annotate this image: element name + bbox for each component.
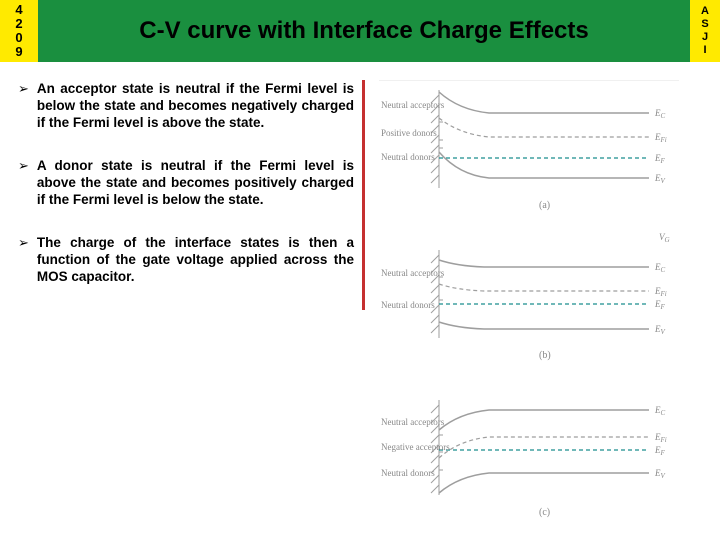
diagrams-column: Neutral acceptors Positive donors Neutra… xyxy=(373,80,706,540)
label-neutral-acceptors: Neutral acceptors xyxy=(381,268,445,278)
label-ec: EC xyxy=(654,108,666,120)
slide-header: 4 2 0 9 C-V curve with Interface Charge … xyxy=(0,0,720,62)
slide-title: C-V curve with Interface Charge Effects xyxy=(38,0,690,62)
band-diagram-c: Neutral acceptors Negative acceptors Neu… xyxy=(379,380,679,530)
label-ev: EV xyxy=(654,324,666,336)
vertical-divider xyxy=(362,80,365,310)
band-diagram-a: Neutral acceptors Positive donors Neutra… xyxy=(379,80,679,230)
label-ev: EV xyxy=(654,173,666,185)
badge-char: 4 xyxy=(15,3,22,17)
label-neutral-acceptors: Neutral acceptors xyxy=(381,100,445,110)
label-neutral-donors: Neutral donors xyxy=(381,468,435,478)
label-neutral-acceptors: Neutral acceptors xyxy=(381,417,445,427)
bullet-text: A donor state is neutral if the Fermi le… xyxy=(37,157,354,208)
badge-char: 2 xyxy=(15,17,22,31)
bullet-icon: ➢ xyxy=(18,234,29,285)
left-badge: 4 2 0 9 xyxy=(0,0,38,62)
label-negative-acceptors: Negative acceptors xyxy=(381,442,450,452)
label-ev: EV xyxy=(654,468,666,480)
bullet-text: An acceptor state is neutral if the Ferm… xyxy=(37,80,354,131)
badge-char: A xyxy=(701,5,709,18)
label-neutral-donors: Neutral donors xyxy=(381,152,435,162)
badge-char: 0 xyxy=(15,31,22,45)
sublabel-a: (a) xyxy=(539,200,550,211)
vg-label: VG xyxy=(659,232,670,244)
bullet-icon: ➢ xyxy=(18,80,29,131)
label-ec: EC xyxy=(654,262,666,274)
badge-char: S xyxy=(701,18,708,31)
sublabel-b: (b) xyxy=(539,350,551,361)
badge-char: 9 xyxy=(15,45,22,59)
slide-content: ➢ An acceptor state is neutral if the Fe… xyxy=(0,62,720,540)
label-efi: EFi xyxy=(654,432,667,444)
label-efi: EFi xyxy=(654,286,667,298)
badge-char: J xyxy=(702,31,708,44)
label-positive-donors: Positive donors xyxy=(381,128,437,138)
band-diagram-b: VG Neutral acceptors Neutral donors EC E… xyxy=(379,230,679,380)
label-ec: EC xyxy=(654,405,666,417)
right-badge: A S J I xyxy=(690,0,720,62)
bullet-text: The charge of the interface states is th… xyxy=(37,234,354,285)
bullet-item: ➢ An acceptor state is neutral if the Fe… xyxy=(14,80,354,131)
label-ef: EF xyxy=(654,299,666,311)
bullet-item: ➢ A donor state is neutral if the Fermi … xyxy=(14,157,354,208)
badge-char: I xyxy=(703,44,706,57)
text-column: ➢ An acceptor state is neutral if the Fe… xyxy=(14,80,354,540)
label-neutral-donors: Neutral donors xyxy=(381,300,435,310)
bullet-icon: ➢ xyxy=(18,157,29,208)
label-ef: EF xyxy=(654,153,666,165)
label-ef: EF xyxy=(654,445,666,457)
oxide-hatch xyxy=(431,250,439,338)
sublabel-c: (c) xyxy=(539,507,550,518)
bullet-item: ➢ The charge of the interface states is … xyxy=(14,234,354,285)
label-efi: EFi xyxy=(654,132,667,144)
